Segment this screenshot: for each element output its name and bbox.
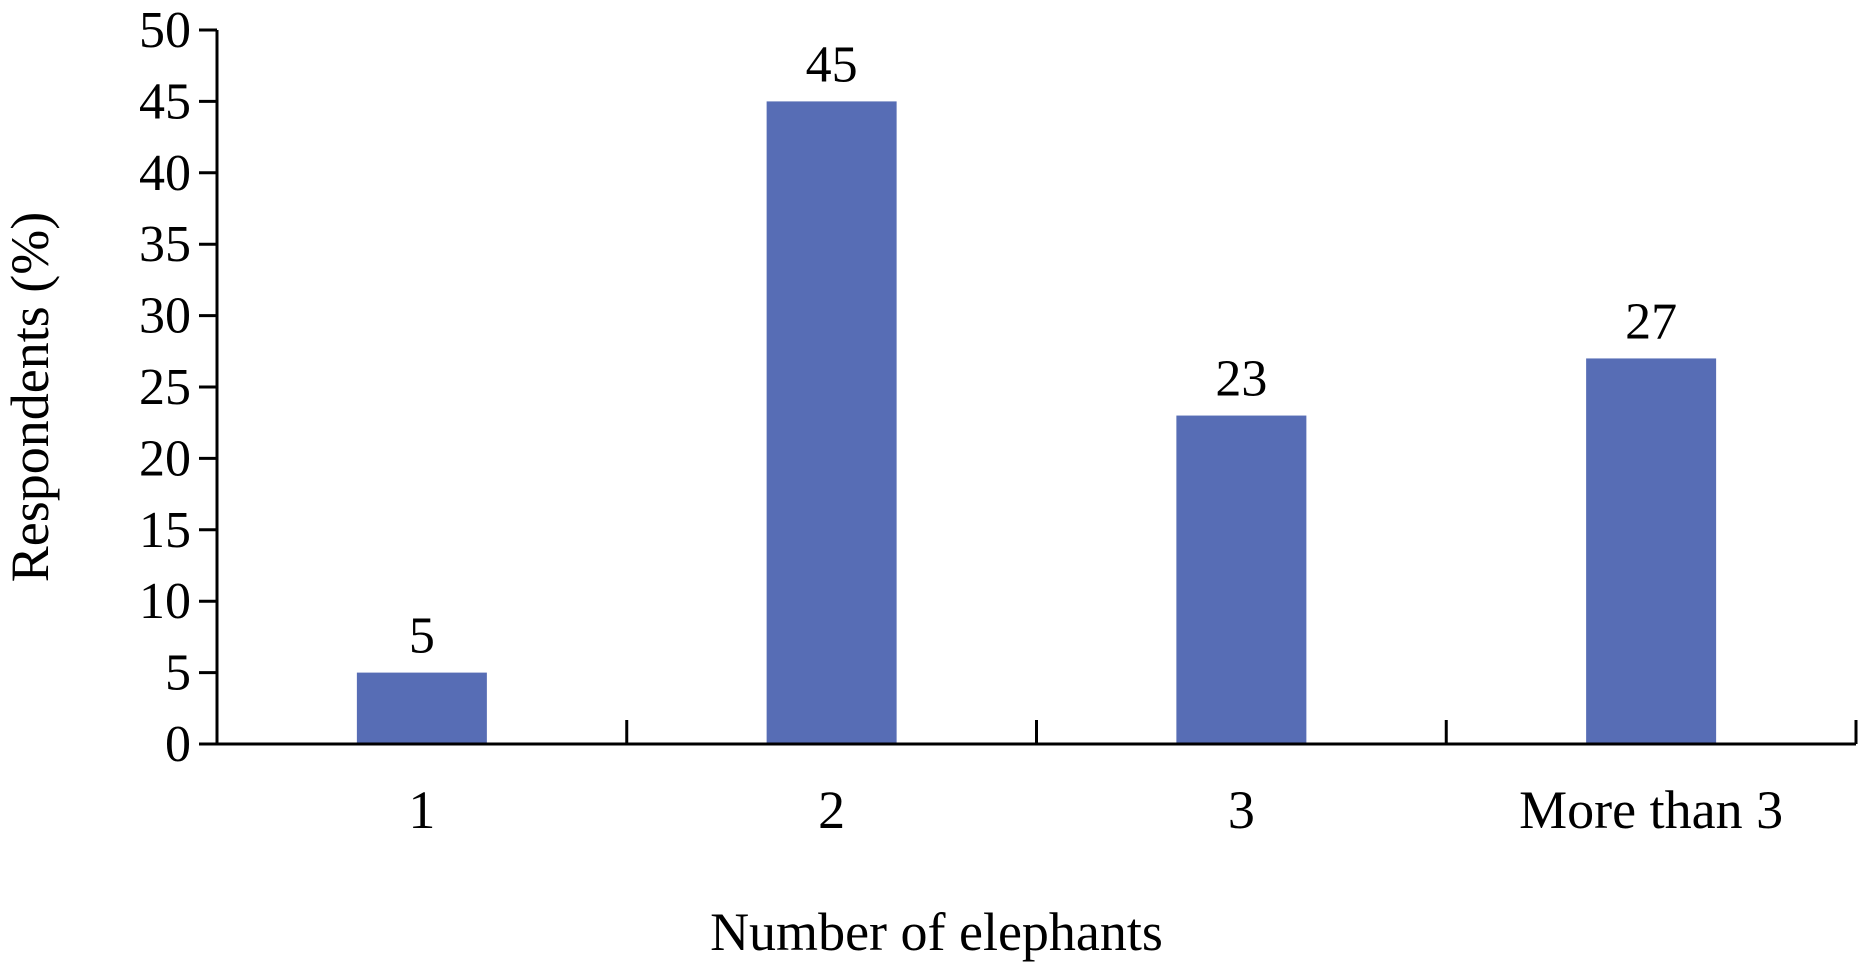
x-axis-ticks [625,720,1858,744]
bar [1176,415,1307,744]
bar [766,101,897,744]
x-category-labels: 1 2 3 More than 3 [408,780,1783,840]
bars [356,101,1717,744]
y-tick-label: 40 [139,145,191,202]
bar [1586,358,1717,744]
bar-value-label: 5 [409,608,435,665]
x-axis-title: Number of elephants [710,902,1163,962]
y-axis-ticks: 0 5 10 15 20 25 30 35 40 45 50 [139,2,217,773]
y-tick-label: 25 [139,359,191,416]
y-tick-label: 20 [139,430,191,487]
y-tick-label: 0 [165,716,191,773]
y-tick-label: 45 [139,73,191,130]
bar-value-label: 27 [1625,293,1677,350]
x-category-label: 3 [1228,780,1255,840]
y-tick-label: 35 [139,216,191,273]
y-tick-label: 15 [139,502,191,559]
y-axis-title: Respondents (%) [0,212,60,582]
data-labels: 5 45 23 27 [409,36,1677,664]
x-category-label: 2 [818,780,845,840]
y-tick-label: 10 [139,573,191,630]
x-category-label: More than 3 [1519,780,1783,840]
bar-value-label: 45 [806,36,858,93]
bar-value-label: 23 [1215,351,1267,408]
bar [356,672,487,744]
y-tick-label: 30 [139,288,191,345]
x-category-label: 1 [408,780,435,840]
y-tick-label: 5 [165,645,191,702]
y-tick-label: 50 [139,2,191,59]
